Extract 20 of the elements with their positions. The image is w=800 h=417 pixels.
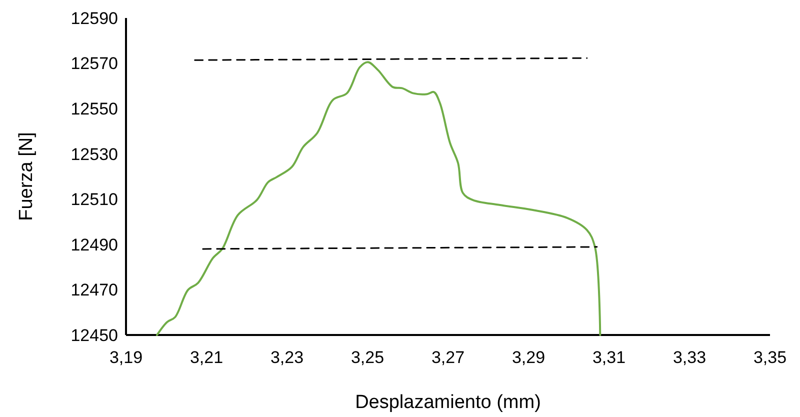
x-tick-label: 3,27 <box>431 348 465 367</box>
x-tick-label: 3,33 <box>672 348 706 367</box>
y-tick-label: 12470 <box>70 280 118 300</box>
x-tick-label: 3,31 <box>592 348 626 367</box>
y-tick-label: 12450 <box>70 326 118 345</box>
line-series <box>156 61 602 336</box>
x-tick-label: 3,23 <box>270 348 304 367</box>
x-tick-label: 3,21 <box>190 348 224 367</box>
x-tick-label: 3,19 <box>109 348 143 367</box>
y-tick-label: 12530 <box>70 144 118 164</box>
y-tick-label: 12570 <box>70 54 118 74</box>
y-tick-label: 12550 <box>70 100 118 119</box>
x-tick-label: 3,25 <box>350 348 384 367</box>
y-tick-label: 12590 <box>70 8 118 28</box>
y-tick-label: 12510 <box>70 190 118 210</box>
x-tick-label: 3,29 <box>512 348 546 367</box>
x-tick-label: 3,35 <box>753 348 787 367</box>
y-tick-label: 12490 <box>70 235 118 254</box>
x-axis-title: Desplazamiento (mm) <box>355 392 541 413</box>
y-axis-title: Fuerza [N] <box>16 132 37 221</box>
